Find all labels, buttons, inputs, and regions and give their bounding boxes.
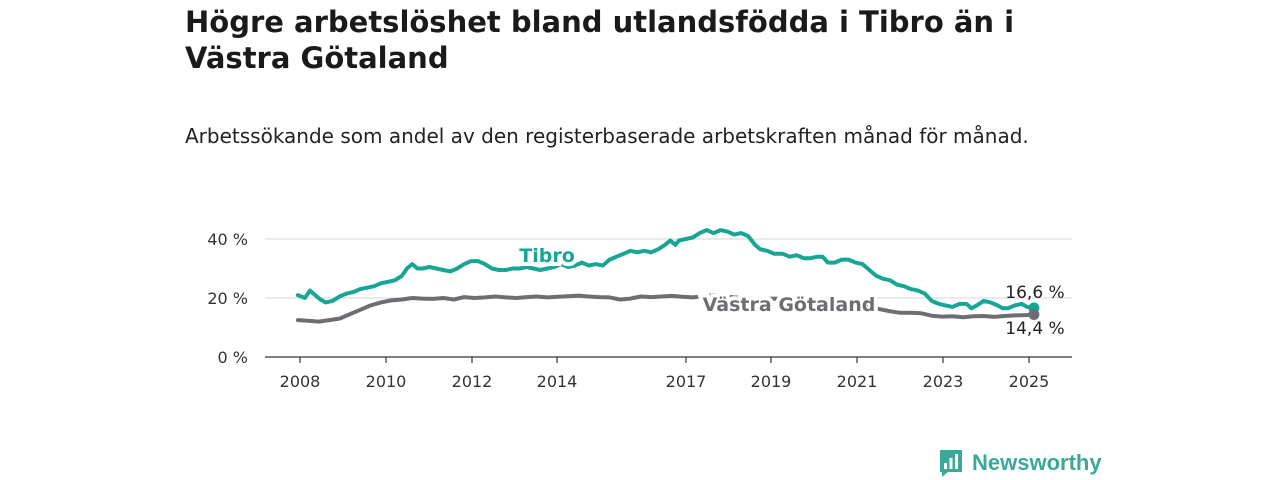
brand-name: Newsworthy — [972, 450, 1102, 475]
vastra-gotaland-end-value-label: 14,4 % — [1005, 319, 1064, 339]
x-axis: 2008 2010 2012 2014 2017 2019 2021 2023 2025 — [265, 356, 1072, 391]
x-tick-label: 2023 — [923, 372, 964, 391]
brand-logo: Newsworthy — [938, 448, 1102, 478]
vastra-gotaland-line — [295, 293, 1036, 324]
chart-subtitle: Arbetssökande som andel av den registerb… — [185, 124, 1029, 148]
y-tick-label: 0 % — [218, 348, 248, 367]
x-tick-label: 2025 — [1009, 372, 1050, 391]
x-tick-label: 2012 — [452, 372, 493, 391]
y-tick-label: 40 % — [207, 230, 248, 249]
vastra-gotaland-series-label: Västra Götaland — [703, 294, 876, 316]
x-tick-label: 2019 — [751, 372, 792, 391]
page-title: Högre arbetslöshet bland utlandsfödda i … — [185, 5, 1015, 75]
newsworthy-logo-icon — [940, 450, 962, 477]
series-labels: Tibro Västra Götaland 16,6 % 14,4 % — [515, 241, 1064, 339]
tibro-series-label: Tibro — [519, 245, 575, 267]
y-axis-ticks: 0 % 20 % 40 % — [207, 230, 248, 367]
gridlines — [265, 238, 1072, 299]
x-tick-label: 2017 — [666, 372, 707, 391]
tibro-line — [295, 228, 1036, 311]
line-chart: 0 % 20 % 40 % 2008 2010 2012 2014 2017 2019 2021… — [207, 228, 1072, 391]
vastra-gotaland-end-point — [1028, 309, 1040, 321]
tibro-end-value-label: 16,6 % — [1005, 283, 1064, 303]
x-tick-label: 2014 — [537, 372, 578, 391]
y-tick-label: 20 % — [207, 289, 248, 308]
series-lines — [295, 228, 1040, 324]
x-tick-label: 2021 — [837, 372, 878, 391]
x-tick-label: 2008 — [280, 372, 321, 391]
x-tick-label: 2010 — [366, 372, 407, 391]
